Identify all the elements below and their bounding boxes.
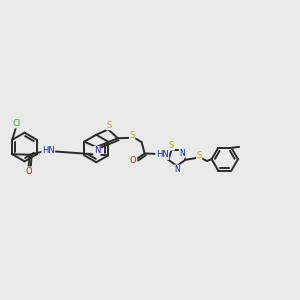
Text: S: S [169, 141, 174, 150]
Text: O: O [130, 156, 136, 165]
Text: N: N [179, 149, 185, 158]
Text: N: N [94, 146, 100, 155]
Text: HN: HN [42, 146, 55, 155]
Text: S: S [196, 151, 202, 160]
Text: Cl: Cl [13, 119, 21, 128]
Text: S: S [106, 121, 111, 130]
Text: N: N [174, 165, 180, 174]
Text: HN: HN [156, 150, 169, 159]
Text: O: O [25, 167, 32, 176]
Text: S: S [130, 131, 135, 140]
